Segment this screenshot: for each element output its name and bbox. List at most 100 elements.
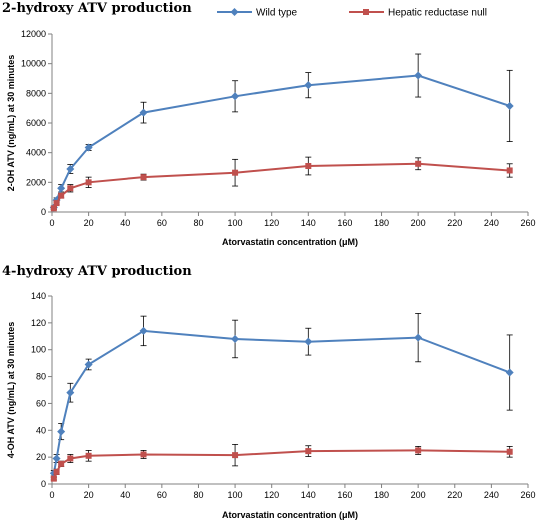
x-tick-label: 200 [411, 490, 426, 500]
panel-2-title: 4-hydroxy ATV production [2, 264, 192, 279]
legend-entry-hepatic-reductase-null: Hepatic reductase null [349, 8, 487, 19]
x-tick-label: 240 [484, 490, 499, 500]
x-tick-label: 140 [301, 490, 316, 500]
x-tick-label: 20 [84, 490, 94, 500]
data-point [414, 333, 423, 342]
legend-label-hepatic-reductase-null: Hepatic reductase null [388, 8, 487, 19]
y-tick-label: 40 [36, 425, 46, 435]
x-tick-label: 0 [49, 218, 54, 228]
data-point [304, 337, 313, 346]
x-tick-label: 0 [49, 490, 54, 500]
data-point [232, 169, 239, 176]
x-tick-label: 220 [447, 490, 462, 500]
data-point [506, 167, 513, 174]
x-tick-label: 140 [301, 218, 316, 228]
data-point [140, 174, 147, 181]
panel-2-x-axis-label: Atorvastatin concentration (μM) [222, 510, 358, 520]
y-tick-label: 60 [36, 398, 46, 408]
panel-4oh-chart: 0 20 40 60 80 100 120 140 0 20 40 60 80 100 120 140 160… [6, 291, 536, 520]
data-point [505, 368, 514, 377]
x-tick-label: 100 [228, 490, 243, 500]
y-tick-label: 8000 [26, 88, 46, 98]
data-point [50, 205, 57, 212]
panel-1-title: 2-hydroxy ATV production [2, 1, 192, 16]
data-point [85, 452, 92, 459]
data-point [67, 185, 74, 192]
series-line-wild-type [52, 74, 511, 208]
y-tick-label: 120 [31, 318, 46, 328]
data-point [139, 326, 148, 335]
y-tick-label: 100 [31, 345, 46, 355]
y-tick-label: 12000 [21, 29, 46, 39]
x-tick-label: 120 [264, 490, 279, 500]
data-point [57, 427, 66, 436]
x-tick-label: 60 [157, 490, 167, 500]
data-point [414, 71, 423, 80]
y-tick-label: 80 [36, 372, 46, 382]
data-point [58, 192, 65, 199]
data-point [58, 460, 65, 467]
legend-marker-hepatic-reductase-null [363, 9, 369, 15]
data-point [85, 179, 92, 186]
data-point [66, 164, 75, 173]
data-point [53, 200, 60, 207]
x-tick-label: 180 [374, 490, 389, 500]
x-tick-label: 120 [264, 218, 279, 228]
data-point [305, 448, 312, 455]
y-tick-label: 2000 [26, 177, 46, 187]
panel-1-x-axis-label: Atorvastatin concentration (μM) [222, 237, 358, 247]
x-tick-label: 40 [120, 490, 130, 500]
y-tick-label: 6000 [26, 118, 46, 128]
x-tick-label: 60 [157, 218, 167, 228]
data-point [84, 360, 93, 369]
x-tick-label: 160 [337, 218, 352, 228]
data-point [415, 160, 422, 167]
data-point [231, 334, 240, 343]
x-tick-label: 100 [228, 218, 243, 228]
x-tick-label: 80 [193, 490, 203, 500]
x-tick-label: 40 [120, 218, 130, 228]
data-point [231, 92, 240, 101]
legend-entry-wild-type: Wild type [217, 8, 298, 19]
data-point [140, 451, 147, 458]
y-tick-label: 10000 [21, 59, 46, 69]
panel-2-y-axis-label: 4-OH ATV (ng/mL) at 30 minutes [6, 322, 16, 459]
x-tick-label: 80 [193, 218, 203, 228]
y-tick-label: 20 [36, 452, 46, 462]
data-point [52, 454, 61, 463]
series-hepatic-reductase-null [50, 156, 513, 212]
data-point [505, 101, 514, 110]
x-tick-label: 240 [484, 218, 499, 228]
legend-marker-wild-type [230, 8, 239, 16]
series-line-hepatic-reductase-null [52, 449, 510, 479]
panel-1-y-axis-label: 2-OH ATV (ng/mL) at 30 minutes [6, 55, 16, 192]
y-tick-label: 0 [41, 207, 46, 217]
series-hepatic-reductase-null [50, 443, 513, 482]
x-tick-label: 260 [520, 490, 535, 500]
data-point [304, 81, 313, 90]
data-point [139, 108, 148, 117]
series-line-wild-type [52, 329, 511, 474]
data-point [50, 475, 57, 482]
series-wild-type [49, 53, 514, 212]
y-tick-label: 140 [31, 291, 46, 301]
data-point [232, 452, 239, 459]
x-tick-label: 20 [84, 218, 94, 228]
y-tick-label: 4000 [26, 148, 46, 158]
series-line-hepatic-reductase-null [52, 162, 510, 209]
legend-label-wild-type: Wild type [256, 8, 298, 19]
panel-2oh-chart: 0 2000 4000 6000 8000 10000 12000 0 20 40 60 80 100… [6, 29, 536, 247]
data-point [305, 163, 312, 170]
x-tick-label: 180 [374, 218, 389, 228]
x-tick-label: 220 [447, 218, 462, 228]
data-point [84, 143, 93, 152]
data-point [53, 468, 60, 475]
x-tick-label: 260 [520, 218, 535, 228]
data-point [57, 184, 66, 193]
x-tick-label: 160 [337, 490, 352, 500]
y-tick-label: 0 [41, 479, 46, 489]
legend: Wild type Hepatic reductase null [217, 8, 487, 19]
data-point [66, 388, 75, 397]
data-point [506, 448, 513, 455]
data-point [415, 447, 422, 454]
